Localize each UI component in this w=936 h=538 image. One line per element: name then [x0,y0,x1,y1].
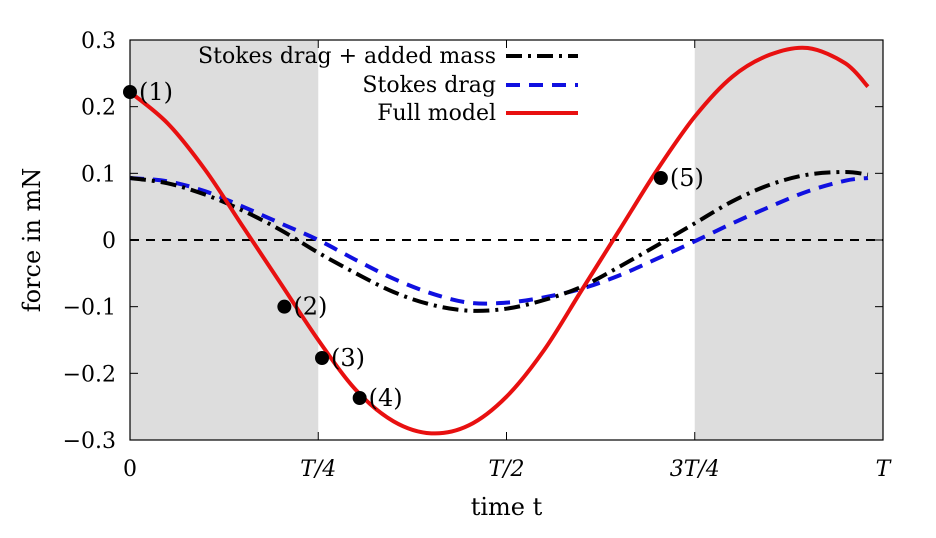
y-tick-label: 0.3 [81,29,116,54]
x-tick-label: T [876,457,893,482]
x-tick-label: 0 [123,457,137,482]
y-tick-label: 0.2 [81,96,116,121]
marked-point [653,171,668,185]
series-line-stokes-drag-added-mass [129,170,869,313]
marked-point-label: (3) [331,344,365,372]
x-axis-label: time t [471,493,543,521]
marked-point [277,299,292,314]
marked-point [352,391,367,405]
y-tick-label: 0 [102,229,116,254]
x-tick-label: 3T/4 [670,457,720,482]
legend: Stokes drag + added mass Stokes drag Full … [198,44,578,126]
y-tick-label: −0.3 [63,429,116,454]
axis-ticks: 0 T/4 T/2 3T/4 T 0.3 0.2 0.1 0 −0.1 −0.2 −0.3 [63,29,893,482]
legend-label: Full model [377,101,496,126]
legend-label: Stokes drag + added mass [198,44,496,69]
marked-point-label: (2) [293,293,327,321]
series-line-stokes-drag [129,176,869,306]
series-line-full-model [128,45,870,436]
y-tick-label: −0.1 [63,296,116,321]
shaded-interval [130,40,319,440]
x-tick-label: T/4 [300,457,336,482]
marked-points: (1) (2)(3)(4) (5) [123,78,704,412]
marked-point [123,85,137,99]
y-axis-label: force in mN [18,168,46,313]
x-tick-label: T/2 [488,457,524,482]
legend-label: Stokes drag [362,73,496,98]
marked-point-label: (1) [139,78,173,106]
y-tick-label: 0.1 [81,162,116,187]
marked-point [315,351,330,365]
y-tick-label: −0.2 [63,362,116,387]
series-layer [128,45,870,436]
marked-point-label: (4) [369,384,403,412]
marked-point-label: (5) [670,164,704,192]
